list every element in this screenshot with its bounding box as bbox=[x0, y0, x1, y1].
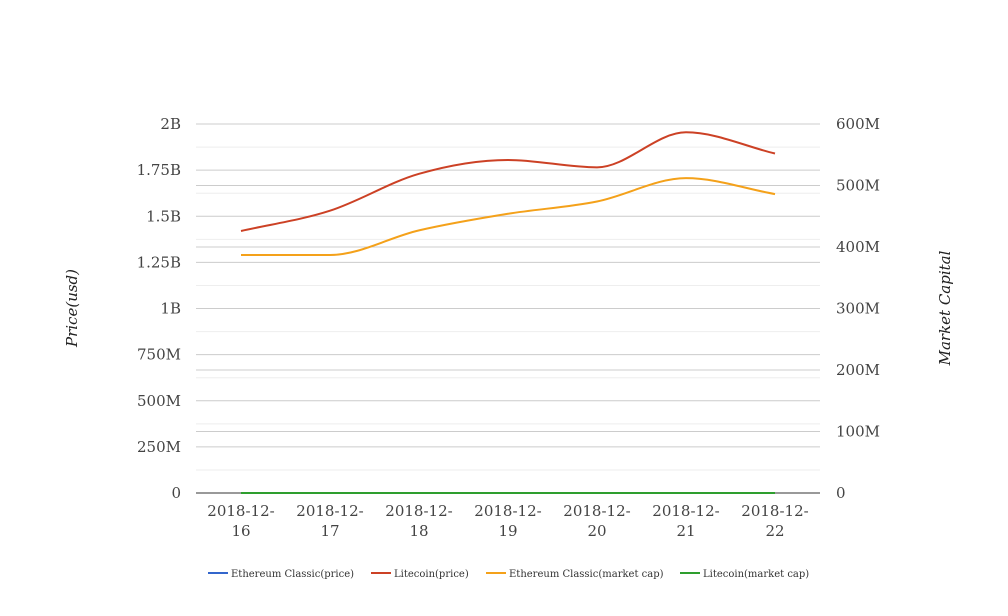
left-tick-label: 1B bbox=[160, 300, 181, 318]
left-axis-ticks: 0 250M 500M 750M 1B 1.25B 1.5B 1.75B 2B bbox=[137, 115, 181, 502]
left-tick-label: 250M bbox=[137, 438, 181, 456]
x-tick-label: 2018-12-19 bbox=[474, 502, 541, 540]
left-tick-label: 750M bbox=[137, 346, 181, 364]
legend-label: Litecoin(price) bbox=[394, 569, 469, 580]
right-tick-label: 0 bbox=[836, 484, 846, 502]
left-tick-label: 500M bbox=[137, 392, 181, 410]
right-tick-label: 500M bbox=[836, 177, 880, 195]
right-tick-label: 100M bbox=[836, 423, 880, 441]
right-tick-label: 300M bbox=[836, 300, 880, 318]
right-tick-label: 400M bbox=[836, 238, 880, 256]
left-tick-label: 0 bbox=[171, 484, 181, 502]
left-tick-label: 1.25B bbox=[137, 253, 181, 271]
series-layer bbox=[240, 131, 776, 495]
right-axis-title: Market Capital bbox=[936, 250, 954, 366]
legend-label: Ethereum Classic(price) bbox=[231, 569, 354, 580]
x-tick-label: 2018-12-16 bbox=[207, 502, 274, 540]
x-tick-label: 2018-12-20 bbox=[563, 502, 630, 540]
right-tick-label: 200M bbox=[836, 361, 880, 379]
series-line bbox=[240, 131, 776, 232]
x-tick-label: 2018-12-18 bbox=[385, 502, 452, 540]
series-line bbox=[240, 177, 776, 256]
right-axis-ticks: 0 100M 200M 300M 400M 500M 600M bbox=[836, 115, 880, 502]
legend-label: Ethereum Classic(market cap) bbox=[509, 569, 664, 580]
left-tick-label: 1.75B bbox=[137, 161, 181, 179]
x-tick-label: 2018-12-22 bbox=[741, 502, 808, 540]
legend-label: Litecoin(market cap) bbox=[703, 569, 809, 580]
right-gridlines bbox=[196, 123, 820, 432]
x-axis-ticks: 2018-12-16 2018-12-17 2018-12-18 2018-12-19… bbox=[207, 502, 808, 540]
left-tick-label: 2B bbox=[160, 115, 181, 133]
left-gridlines bbox=[196, 123, 820, 471]
left-axis-title: Price(usd) bbox=[63, 269, 81, 348]
left-tick-label: 1.5B bbox=[146, 207, 181, 225]
x-tick-label: 2018-12-17 bbox=[296, 502, 363, 540]
legend: Ethereum Classic(price) Litecoin(price) Et… bbox=[208, 569, 809, 580]
x-tick-label: 2018-12-21 bbox=[652, 502, 719, 540]
right-tick-label: 600M bbox=[836, 115, 880, 133]
